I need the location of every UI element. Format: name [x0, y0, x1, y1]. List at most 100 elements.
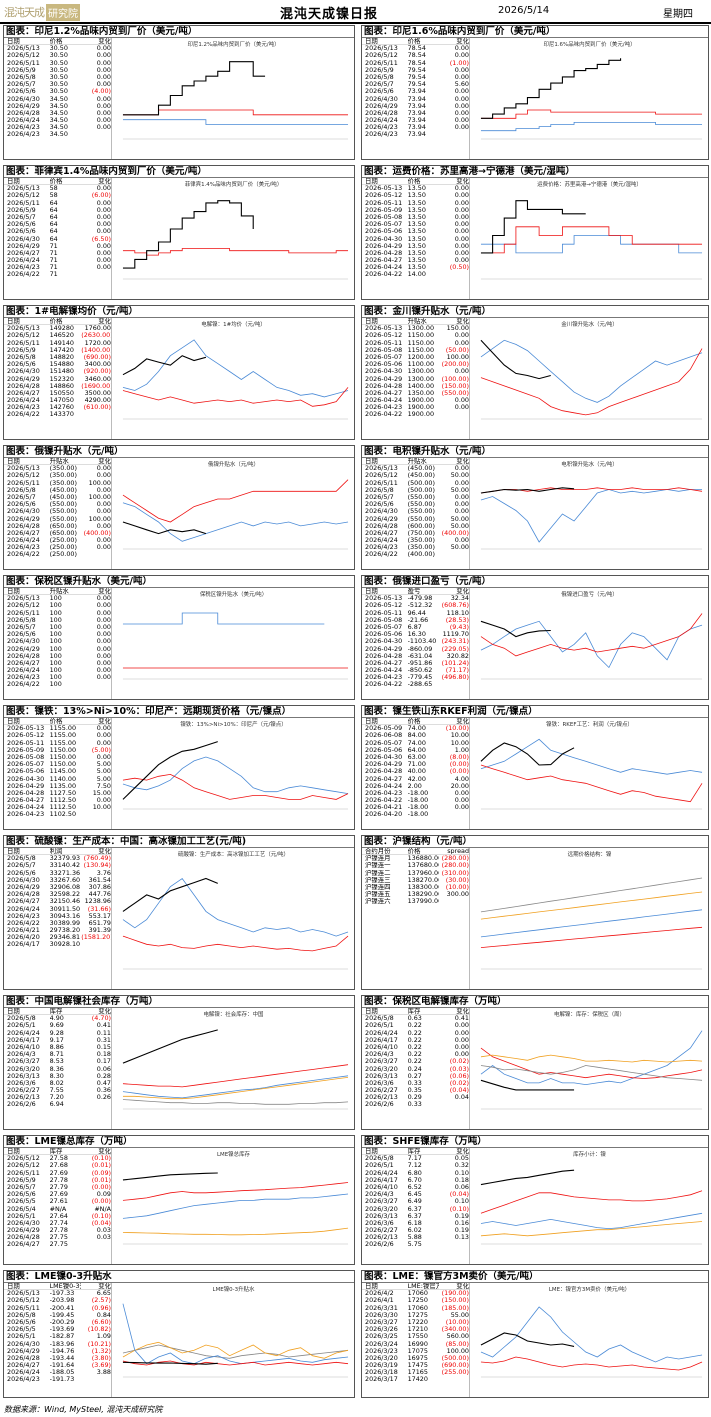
data-panel: 图表：1#电解镍均价（元/吨） 日期 价格 变化 2026/5/13 149280 1760…: [3, 305, 355, 440]
table-cell: 64: [49, 235, 58, 243]
table-cell: 100: [49, 659, 62, 667]
table-row: 2026/5/8 100 0.00: [4, 617, 111, 624]
table-row: 沪镍连五 138290.00 300.00: [362, 891, 469, 898]
table-cell: 58: [49, 185, 58, 193]
table-row: 2026/5/4 #N/A #N/A: [4, 1206, 111, 1213]
table-row: 2026/4/23 34.50 0.00: [4, 124, 111, 131]
table-cell: (350.00): [407, 537, 435, 545]
table-cell: [81, 1241, 111, 1248]
table-cell: 0.00: [96, 508, 111, 516]
table-header: 日期 价格 变化: [4, 718, 111, 726]
panel-row: 图表：印尼1.2%品味内贸到厂价（美元/吨） 日期 价格 变化 2026/5/13 30.…: [3, 25, 709, 160]
table-cell: 2026/4/30: [7, 508, 40, 516]
table-row: 2026-05-08 -21.66 (28.53): [362, 617, 469, 624]
table-cell: 2026-05-08: [365, 213, 403, 221]
table-cell: (3.69): [91, 1362, 111, 1370]
table-cell: 42.00: [407, 775, 426, 783]
table-cell: (10.82): [87, 1326, 111, 1334]
table-cell: 2026-05-13: [365, 185, 403, 193]
table-cell: 2026-05-11: [365, 339, 403, 347]
table-row: 2026/5/5 -193.69 (10.82): [4, 1326, 111, 1333]
series-line: [480, 1190, 703, 1214]
table-row: 2026/4/29 34.50 0.00: [4, 103, 111, 110]
table-cell: 100: [49, 623, 62, 631]
table-cell: 2026/4/24: [365, 537, 398, 545]
table-cell: 5.00: [96, 761, 111, 769]
table-row: 2026-04-28 40.00 (0.00): [362, 768, 469, 775]
data-panel: 图表：保税区镍升贴水（美元/吨） 日期 升贴水 变化 2026/5/13 100 0.00 2…: [3, 575, 355, 700]
table-cell: 1119.70: [442, 631, 469, 639]
table-header: 日期 价格 变化: [362, 38, 469, 46]
table-cell: 100: [49, 631, 62, 639]
table-cell: 2026-06-08: [365, 732, 403, 740]
table-cell: 50.00: [450, 486, 469, 494]
table-cell: 2026-05-11: [7, 739, 45, 747]
table-cell: 沪镍连六: [365, 898, 391, 906]
table-row: 2026/4/24 6.80 0.10: [362, 1170, 469, 1177]
table-cell: 6.45: [407, 1191, 422, 1199]
data-table: 日期 价格 变化 2026/5/13 149280 1760.00 2026/5/12 146…: [4, 318, 112, 439]
table-cell: 5.00: [96, 775, 111, 783]
panel-title: 图表：俄镍升贴水（元/吨）: [4, 446, 354, 458]
table-cell: 150.00: [446, 325, 469, 333]
table-cell: 2026/4/24: [7, 667, 40, 675]
table-cell: 1720.00: [84, 339, 111, 347]
table-row: 2026-04-30 13.50 0.00: [362, 236, 469, 243]
data-table: 日期 价格 变化 2026/5/13 58 0.00 2026/5/12 58 (6.00) 20…: [4, 178, 112, 299]
table-cell: 0.00: [454, 493, 469, 501]
table-row: 2026/3/17 17420: [362, 1376, 469, 1383]
table-cell: 30928.10: [49, 941, 81, 949]
table-cell: 2026/4/29: [7, 1227, 40, 1235]
table-row: 2026/4/22 71: [4, 271, 111, 278]
line-chart: 印尼1.6%品味内贸到厂价（美元/吨）: [471, 38, 708, 159]
data-table: 日期 价格 变化 2026/5/13 78.54 0.00 2026/5/12 78.54 0.…: [362, 38, 470, 159]
table-cell: 2026-05-12: [7, 732, 45, 740]
table-row: 2026/5/6 33271.36 3.76: [4, 870, 111, 877]
table-cell: 0.00: [96, 659, 111, 667]
table-cell: 32150.46: [49, 898, 81, 906]
table-cell: 0.00: [454, 199, 469, 207]
table-cell: 1145.00: [49, 768, 77, 776]
table-cell: 33271.36: [49, 869, 81, 877]
table-cell: 30.50: [49, 81, 68, 89]
table-cell: 1155.00: [49, 725, 77, 733]
table-cell: (101.24): [441, 659, 469, 667]
table-cell: (5.00): [91, 746, 111, 754]
table-cell: (0.02): [449, 1058, 469, 1066]
table-row: 2026/5/8 7.17 0.05: [362, 1155, 469, 1162]
table-cell: 0.00: [454, 789, 469, 797]
table-row: 2026/5/7 79.54 5.60: [362, 81, 469, 88]
line-chart: 电解镍：社会库存：中国: [113, 1008, 354, 1129]
series-line: [480, 200, 586, 254]
table-cell: 2026/5/8: [7, 855, 36, 863]
table-cell: 2026-04-27: [365, 389, 403, 397]
chart-title: 印尼1.6%品味内贸到厂价（美元/吨）: [543, 40, 635, 48]
table-row: 2026/4/3 0.22 0.00: [362, 1051, 469, 1058]
table-cell: 0.00: [96, 544, 111, 552]
table-row: 2026/5/13 78.54 0.00: [362, 45, 469, 52]
table-row: 2026/4/29 100 0.00: [4, 646, 111, 653]
table-cell: 33140.42: [49, 862, 81, 870]
table-cell: 16990: [407, 1340, 428, 1348]
table-cell: 0.10: [454, 1198, 469, 1206]
table-cell: 0.15: [96, 1043, 111, 1051]
chart-svg: 印尼1.6%品味内贸到厂价（美元/吨）: [480, 40, 703, 140]
table-cell: -191.64: [49, 1362, 75, 1370]
table-row: 2026/4/3 6.45 (0.04): [362, 1191, 469, 1198]
table-cell: 33267.60: [49, 876, 81, 884]
table-header: 日期 库存 变化: [4, 1148, 111, 1156]
table-cell: 100.00: [88, 479, 111, 487]
table-cell: 2026/4/24: [365, 1029, 398, 1037]
table-cell: -193.44: [49, 1354, 75, 1362]
table-cell: 30.50: [49, 66, 68, 74]
table-cell: 1238.96: [84, 898, 111, 906]
table-cell: 13.50: [407, 199, 426, 207]
series-line: [122, 1182, 349, 1201]
table-cell: 0.00: [454, 404, 469, 412]
table-cell: 0.28: [96, 1072, 111, 1080]
series-line: [122, 1361, 218, 1365]
table-cell: -779.45: [407, 674, 433, 682]
table-cell: -860.09: [407, 645, 433, 653]
table-row: 2026/4/29 71 0.00: [4, 243, 111, 250]
